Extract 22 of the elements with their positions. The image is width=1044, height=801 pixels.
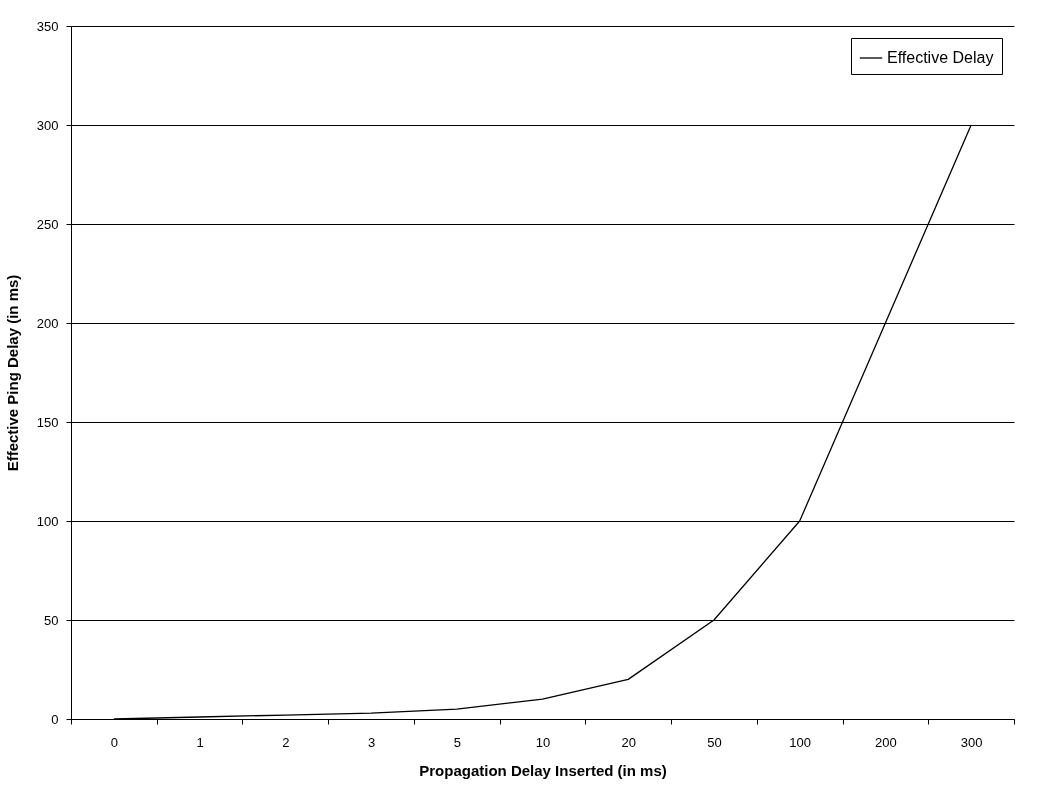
legend-label: Effective Delay bbox=[887, 49, 994, 66]
y-tick-label: 200 bbox=[36, 315, 59, 331]
x-tick-label: 0 bbox=[110, 734, 118, 750]
y-tick-label: 150 bbox=[36, 414, 59, 430]
x-tick-label: 50 bbox=[707, 734, 722, 750]
x-tick-label: 3 bbox=[367, 734, 376, 750]
y-axis-title: Effective Ping Delay (in ms) bbox=[3, 274, 21, 472]
x-axis-title: Propagation Delay Inserted (in ms) bbox=[419, 761, 667, 779]
x-tick-label: 2 bbox=[282, 734, 290, 750]
x-tick-label: 100 bbox=[789, 734, 812, 750]
x-tick-label: 1 bbox=[196, 734, 204, 750]
y-tick-label: 300 bbox=[36, 117, 59, 133]
x-tick-label: 10 bbox=[535, 734, 551, 750]
y-tick-label: 100 bbox=[36, 513, 59, 529]
x-tick-label: 300 bbox=[960, 734, 983, 750]
x-tick-label: 5 bbox=[453, 734, 461, 750]
y-tick-label: 50 bbox=[44, 612, 59, 628]
y-tick-label: 0 bbox=[51, 711, 59, 727]
x-tick-label: 20 bbox=[621, 734, 636, 750]
y-tick-label: 350 bbox=[36, 18, 59, 34]
y-tick-label: 250 bbox=[36, 216, 59, 232]
x-tick-label: 200 bbox=[875, 734, 897, 750]
